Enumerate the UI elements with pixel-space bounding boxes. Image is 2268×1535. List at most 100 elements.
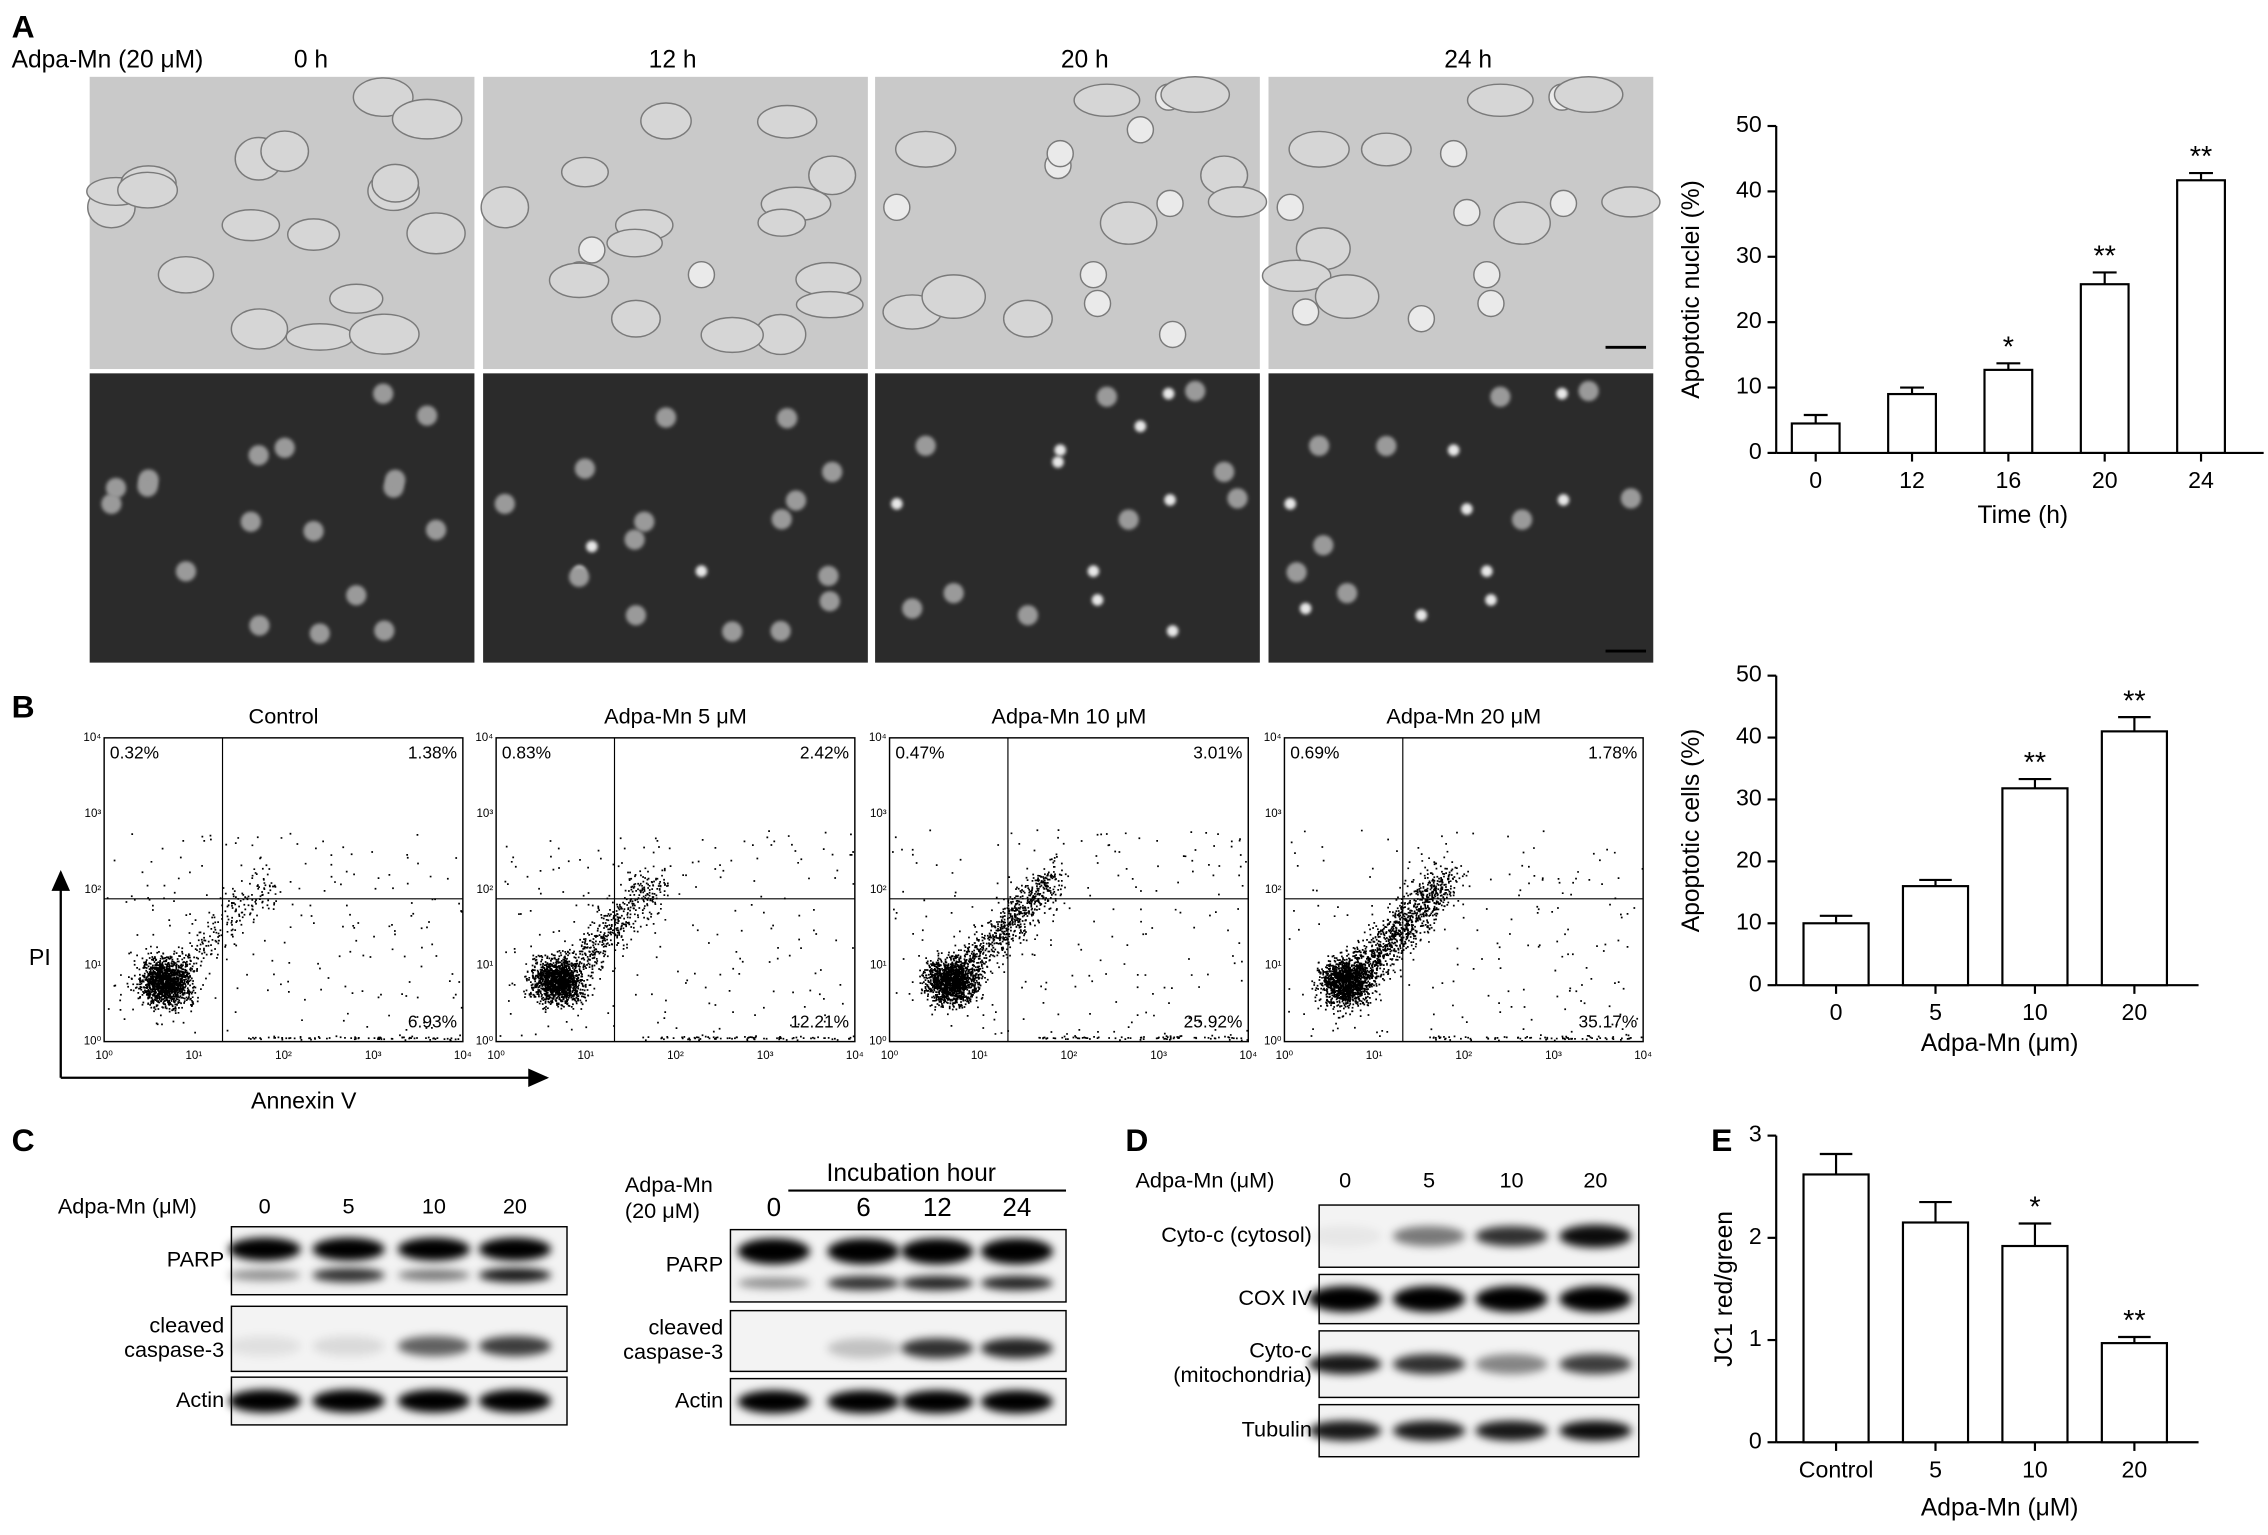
nucleus	[1214, 461, 1235, 482]
band	[980, 1275, 1053, 1291]
flow-x-tick-label: 10⁰	[487, 1050, 505, 1062]
timepoint-label: 0 h	[294, 46, 328, 73]
cell	[348, 313, 420, 355]
flow-xlabel: Annexin V	[251, 1087, 357, 1113]
nucleus	[891, 498, 903, 510]
cell	[352, 77, 414, 118]
panel-label: E	[1711, 1122, 1732, 1158]
x-axis-label: Adpa-Mn (μM)	[1921, 1494, 2079, 1521]
cell	[391, 98, 463, 140]
y-tick-label: 3	[1749, 1121, 1762, 1147]
fluorescence-image	[875, 373, 1260, 663]
cell	[1099, 201, 1158, 245]
nucleus	[1481, 565, 1493, 577]
cell	[687, 260, 716, 289]
flow-y-tick-label: 10³	[85, 808, 102, 820]
quadrant-lower-right: 25.92%	[1184, 1011, 1243, 1031]
y-axis-label: JC1 red/green	[1711, 1211, 1738, 1367]
panel-label: C	[12, 1122, 35, 1158]
timepoint-label: 24 h	[1444, 46, 1492, 73]
cell	[286, 218, 341, 251]
flow-x-tick-label: 10⁴	[846, 1050, 864, 1062]
row-label: Cyto-c	[1249, 1338, 1312, 1363]
nucleus	[1162, 387, 1175, 400]
cell	[1453, 198, 1481, 227]
lane-label: 0	[259, 1194, 271, 1219]
band	[1392, 1354, 1466, 1375]
band	[737, 1238, 810, 1265]
flow-x-tick-label: 10³	[365, 1050, 382, 1062]
nucleus	[1556, 387, 1568, 400]
row-label: Tubulin	[1242, 1416, 1312, 1441]
cell	[700, 316, 764, 354]
cell	[610, 299, 661, 338]
cell	[1466, 83, 1534, 118]
nucleus	[624, 529, 645, 550]
flow-x-tick-label: 10³	[1150, 1050, 1167, 1062]
nucleus	[1118, 509, 1139, 530]
y-tick-label: 1	[1749, 1325, 1762, 1351]
flow-x-tick-label: 10¹	[971, 1050, 988, 1062]
band	[1309, 1420, 1382, 1441]
nucleus	[1052, 456, 1064, 468]
nucleus	[655, 407, 677, 428]
quadrant-lower-right: 12.21%	[790, 1011, 849, 1031]
x-tick-label: 16	[1995, 467, 2021, 493]
blot-header: Incubation hour	[827, 1160, 996, 1187]
lane-label: 6	[856, 1192, 870, 1222]
nucleus	[1578, 380, 1599, 402]
lane-label: 12	[923, 1192, 952, 1222]
flow-y-tick-label: 10³	[870, 808, 887, 820]
cell	[329, 283, 384, 314]
nucleus	[374, 620, 395, 641]
cell	[1002, 299, 1053, 338]
significance-mark: **	[2123, 1305, 2146, 1337]
nucleus	[568, 566, 590, 587]
band	[1309, 1354, 1382, 1375]
lane-label: 0	[767, 1192, 781, 1222]
nucleus	[1286, 562, 1307, 583]
band	[312, 1335, 385, 1357]
cell	[1073, 83, 1141, 118]
nucleus	[777, 408, 798, 429]
cell	[1156, 189, 1184, 218]
treatment-label: Adpa-Mn (μM)	[1135, 1168, 1274, 1193]
significance-mark: **	[2024, 747, 2047, 779]
row-label: caspase-3	[124, 1337, 224, 1362]
nucleus	[1284, 498, 1297, 510]
band	[901, 1390, 974, 1414]
x-tick-label: 10	[2022, 999, 2048, 1025]
nucleus	[385, 469, 406, 490]
y-axis-label: Apoptotic nuclei (%)	[1678, 180, 1705, 399]
nucleus	[625, 605, 647, 626]
quadrant-lower-right: 6.93%	[408, 1011, 457, 1031]
nucleus	[274, 437, 295, 458]
row-label: cleaved	[149, 1312, 224, 1337]
nucleus	[309, 623, 330, 644]
flow-x-tick-label: 10³	[757, 1050, 774, 1062]
panel-label: D	[1125, 1122, 1148, 1158]
nucleus	[1087, 565, 1100, 577]
panel-label: B	[12, 688, 35, 724]
cell	[371, 163, 420, 203]
nucleus	[175, 561, 197, 582]
band	[1475, 1354, 1548, 1375]
band	[827, 1338, 900, 1359]
nucleus	[137, 476, 158, 497]
band	[827, 1238, 900, 1265]
treatment-label: Adpa-Mn (20 μM)	[12, 46, 204, 73]
flow-y-tick-label: 10⁰	[1264, 1036, 1282, 1048]
flow-x-tick-label: 10¹	[1366, 1050, 1383, 1062]
flow-y-tick-label: 10²	[477, 884, 494, 896]
nucleus	[1134, 420, 1147, 433]
nucleus	[1227, 488, 1248, 509]
nucleus	[722, 621, 743, 642]
bar	[1901, 1221, 1970, 1444]
flow-y-tick-label: 10¹	[870, 960, 887, 972]
band	[1475, 1286, 1548, 1313]
y-tick-label: 0	[1749, 1427, 1762, 1453]
x-tick-label: 12	[1899, 467, 1925, 493]
flow-y-tick-label: 10²	[870, 884, 887, 896]
nucleus	[574, 458, 596, 479]
nucleus	[1054, 444, 1066, 456]
